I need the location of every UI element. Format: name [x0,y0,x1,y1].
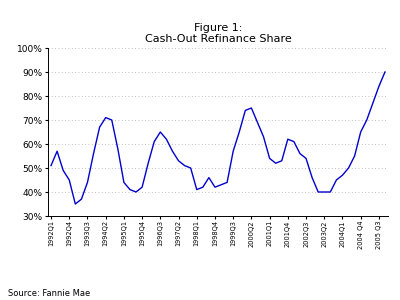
Title: Figure 1:
Cash-Out Refinance Share: Figure 1: Cash-Out Refinance Share [145,23,291,44]
Text: Source: Fannie Mae: Source: Fannie Mae [8,290,90,298]
